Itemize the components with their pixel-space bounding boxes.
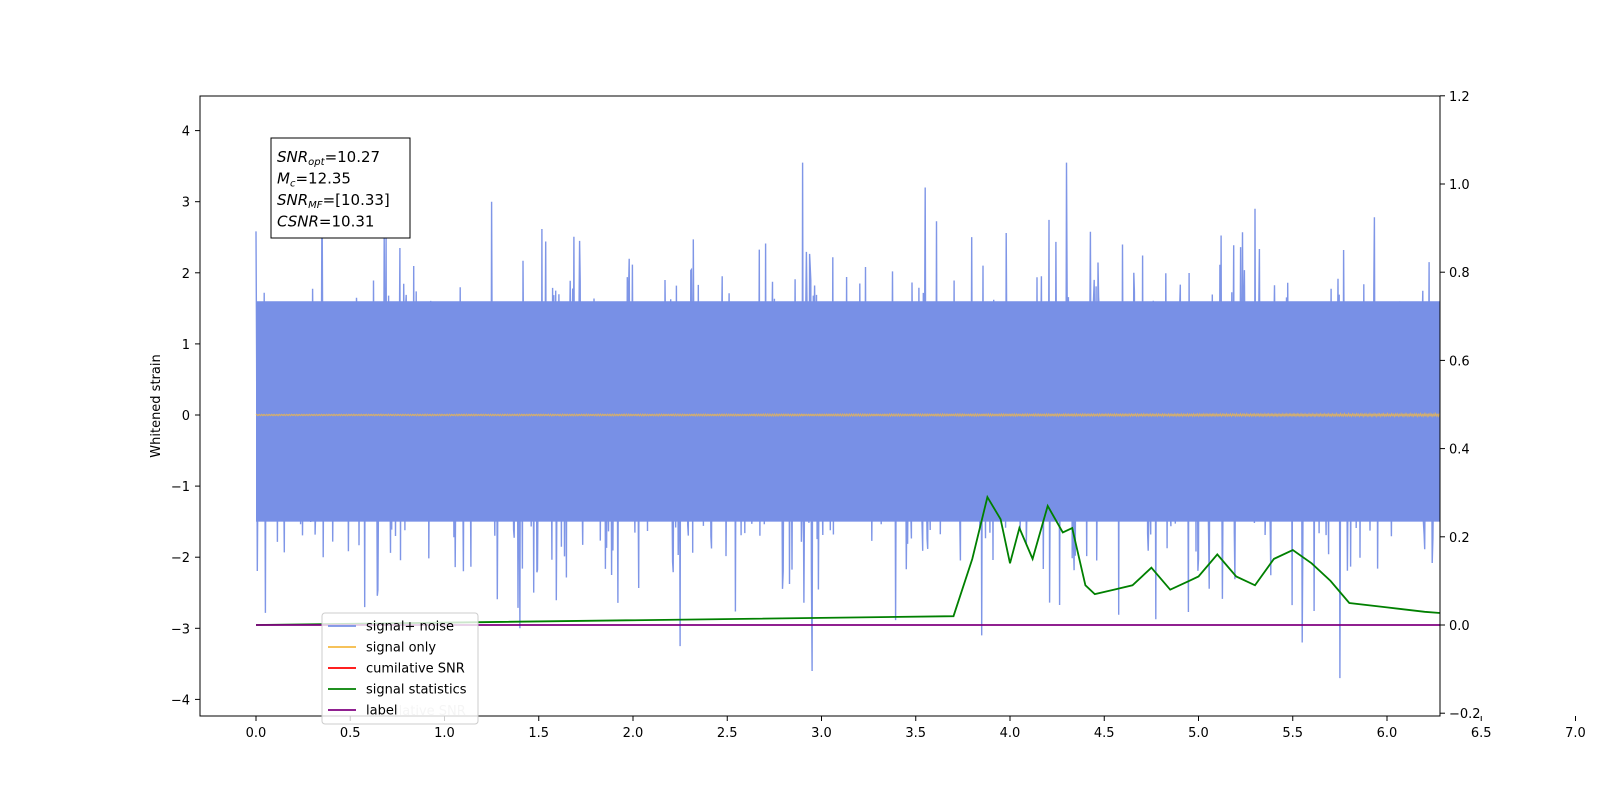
x-tick-label: 0.0	[246, 726, 267, 741]
annotation-line: SNRopt=10.27	[277, 148, 380, 168]
signal-statistics-line	[255, 494, 1440, 626]
label-line	[256, 624, 1440, 626]
legend-label: label	[366, 704, 397, 719]
series-layer	[255, 162, 1440, 679]
annotation-line: Mc=12.35	[277, 170, 351, 190]
y-left-tick-label: −3	[171, 622, 190, 637]
x-tick-label: 2.5	[717, 726, 738, 741]
x-tick-label: 1.5	[528, 726, 549, 741]
y-axis-left: −4 −3 −2 −1 0 1 2 3 4	[171, 125, 200, 708]
y-right-tick-label: 0.8	[1449, 266, 1470, 281]
annotation-frame	[270, 137, 411, 239]
legend-label: signal statistics	[366, 683, 467, 698]
y-left-tick-label: 2	[182, 267, 190, 282]
y-left-tick-label: −1	[171, 480, 190, 495]
signal-only-line	[255, 411, 1440, 419]
y-axis-label: Whitened strain	[149, 354, 164, 457]
legend-label: signal+ noise	[366, 620, 454, 635]
y-right-tick-label: −0.2	[1449, 707, 1481, 722]
x-tick-label: 3.0	[811, 726, 832, 741]
y-right-tick-label: 1.2	[1449, 90, 1470, 105]
y-left-tick-label: 4	[182, 125, 190, 140]
plot-frame	[199, 95, 1441, 717]
x-tick-label: 3.5	[905, 726, 926, 741]
x-tick-label: 6.0	[1377, 726, 1398, 741]
y-right-tick-label: 1.0	[1449, 178, 1470, 193]
x-tick-label: 4.5	[1094, 726, 1115, 741]
annotation-line: CSNR=10.31	[277, 213, 374, 231]
y-right-tick-label: 0.2	[1449, 531, 1470, 546]
x-tick-label: 6.5	[1471, 726, 1492, 741]
x-tick-label: 0.5	[340, 726, 361, 741]
y-right-tick-label: 0.0	[1449, 619, 1470, 634]
y-right-tick-label: 0.6	[1449, 354, 1470, 369]
x-tick-label: 7.0	[1565, 726, 1586, 741]
legend-frame	[321, 612, 479, 725]
legend-label: signal only	[366, 641, 436, 656]
signal-plus-noise-core	[256, 301, 1440, 522]
x-tick-label: 2.0	[623, 726, 644, 741]
x-tick-label: 5.0	[1188, 726, 1209, 741]
y-left-tick-label: 0	[182, 409, 190, 424]
y-axis-right: −0.2 0.0 0.2 0.4 0.6 0.8 1.0 1.2	[1440, 90, 1481, 722]
x-tick-label: 4.0	[1000, 726, 1021, 741]
y-left-tick-label: −2	[171, 551, 190, 566]
y-left-tick-label: 1	[182, 338, 190, 353]
x-tick-label: 5.5	[1282, 726, 1303, 741]
legend-label: cumilative SNR	[366, 662, 465, 677]
y-left-tick-label: 3	[182, 196, 190, 211]
x-tick-label: 1.0	[434, 726, 455, 741]
annotation-line: SNRMF=[10.33]	[277, 191, 390, 211]
y-right-tick-label: 0.4	[1449, 443, 1470, 458]
y-left-tick-label: −4	[171, 693, 190, 708]
x-axis: 0.0 0.5 1.0 1.5 2.0 2.5 3.0 3.5 4.0 4.5 5.0 5.5 6.0 6…	[246, 716, 1586, 741]
